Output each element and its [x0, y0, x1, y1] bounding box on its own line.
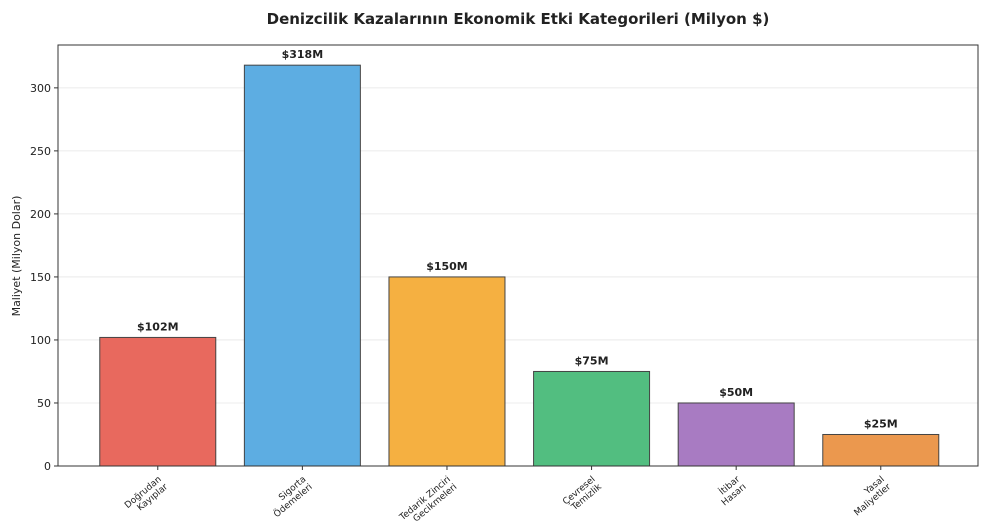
bar — [822, 433, 940, 467]
x-tick-label: YasalMaliyetler — [846, 474, 893, 518]
value-label: $102M — [137, 320, 179, 333]
bar — [677, 402, 795, 467]
x-tick-label: SigortaÖdemeleri — [266, 475, 315, 520]
y-tick-label: 50 — [37, 397, 51, 410]
chart-title: Denizcilik Kazalarının Ekonomik Etki Kat… — [267, 10, 770, 28]
value-label: $150M — [426, 260, 468, 273]
x-tick-label: İtibarHasarı — [713, 474, 749, 509]
x-tick-label: ÇevreselTemizlik — [561, 474, 604, 515]
y-axis-label: Maliyet (Milyon Dolar) — [10, 196, 23, 317]
y-tick-label: 300 — [30, 82, 51, 95]
bar — [99, 336, 217, 467]
bar — [533, 370, 651, 467]
value-label: $25M — [864, 417, 898, 430]
value-label: $50M — [719, 386, 753, 399]
y-tick-label: 100 — [30, 334, 51, 347]
y-tick-label: 200 — [30, 208, 51, 221]
x-tick-label: DoğrudanKayıplar — [123, 474, 170, 518]
bar — [388, 276, 506, 467]
y-tick-label: 250 — [30, 145, 51, 158]
value-label: $75M — [575, 354, 609, 367]
plot-frame — [57, 44, 979, 467]
value-label: $318M — [282, 48, 324, 61]
bar — [243, 64, 361, 467]
y-tick-label: 0 — [44, 460, 51, 473]
y-tick-label: 150 — [30, 271, 51, 284]
x-tick-label: Tedarik ZinciriGecikmeleri — [397, 475, 459, 530]
